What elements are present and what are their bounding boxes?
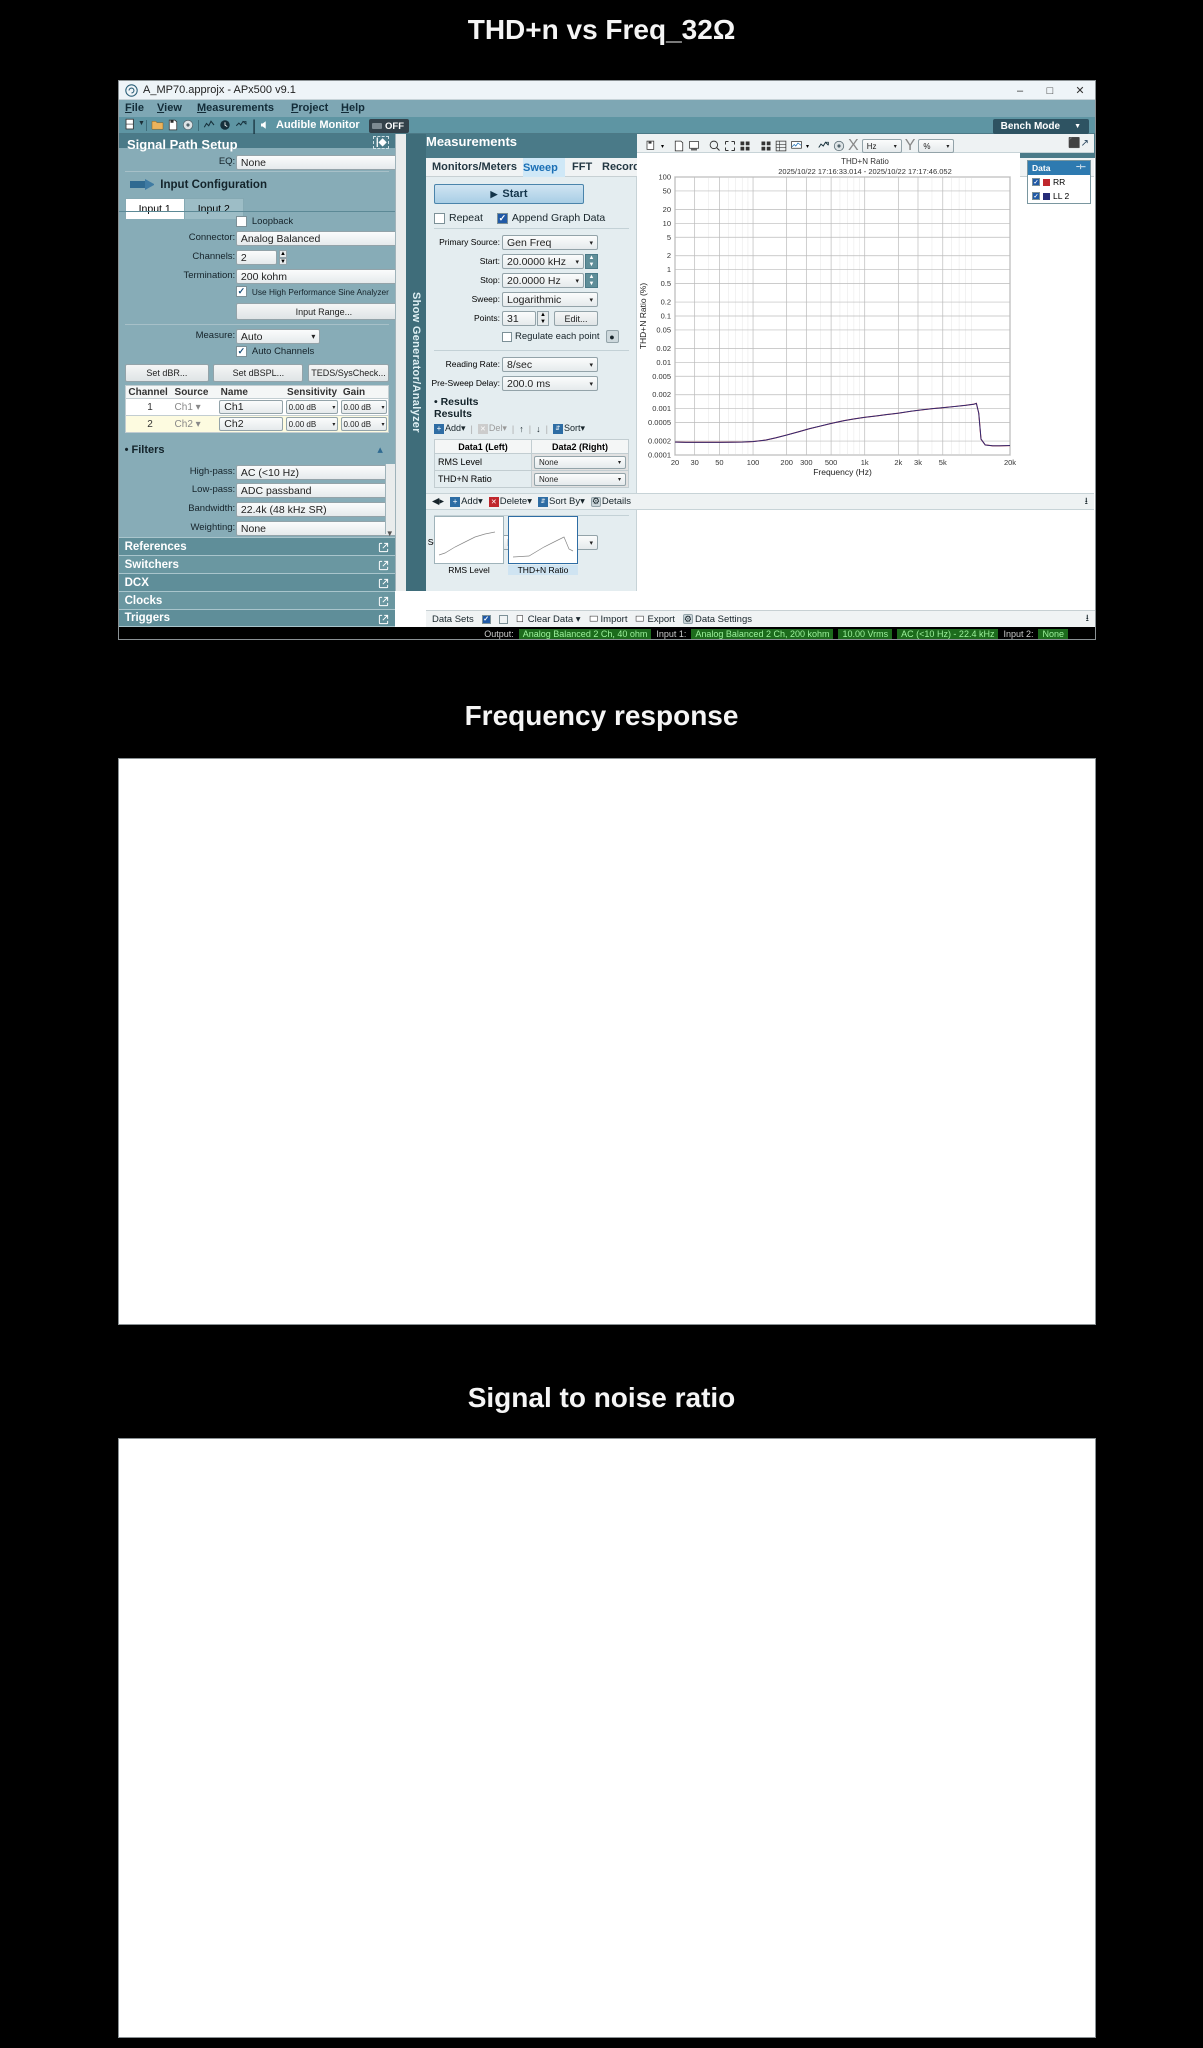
- svg-text:3k: 3k: [914, 458, 922, 467]
- svg-text:20: 20: [671, 458, 679, 467]
- svg-text:Frequency (Hz): Frequency (Hz): [813, 467, 872, 477]
- svg-text:0.05: 0.05: [656, 325, 671, 334]
- svg-text:10: 10: [663, 219, 671, 228]
- svg-text:1: 1: [667, 265, 671, 274]
- svg-text:5: 5: [667, 233, 671, 242]
- svg-text:0.0001: 0.0001: [648, 451, 671, 460]
- svg-text:2k: 2k: [894, 458, 902, 467]
- svg-text:THD+N Ratio: THD+N Ratio: [841, 157, 889, 166]
- svg-text:500: 500: [825, 458, 838, 467]
- svg-text:200: 200: [780, 458, 793, 467]
- svg-text:0.5: 0.5: [661, 279, 671, 288]
- svg-text:0.01: 0.01: [656, 358, 671, 367]
- svg-text:30: 30: [690, 458, 698, 467]
- svg-text:0.02: 0.02: [656, 344, 671, 353]
- svg-text:2025/10/22 17:16:33.014 - 2025: 2025/10/22 17:16:33.014 - 2025/10/22 17:…: [778, 167, 952, 176]
- svg-text:0.0002: 0.0002: [648, 437, 671, 446]
- svg-text:0.005: 0.005: [652, 372, 671, 381]
- svg-text:20: 20: [663, 205, 671, 214]
- svg-text:50: 50: [715, 458, 723, 467]
- svg-text:2: 2: [667, 251, 671, 260]
- svg-text:0.1: 0.1: [661, 312, 671, 321]
- svg-text:0.001: 0.001: [652, 404, 671, 413]
- svg-text:THD+N Ratio (%): THD+N Ratio (%): [638, 283, 648, 350]
- svg-text:0.002: 0.002: [652, 390, 671, 399]
- svg-text:300: 300: [800, 458, 813, 467]
- svg-text:0.2: 0.2: [661, 298, 671, 307]
- svg-text:100: 100: [747, 458, 760, 467]
- svg-text:5k: 5k: [939, 458, 947, 467]
- svg-text:100: 100: [658, 173, 671, 182]
- svg-text:50: 50: [663, 186, 671, 195]
- svg-text:0.0005: 0.0005: [648, 418, 671, 427]
- svg-text:20k: 20k: [1004, 458, 1016, 467]
- svg-text:1k: 1k: [861, 458, 869, 467]
